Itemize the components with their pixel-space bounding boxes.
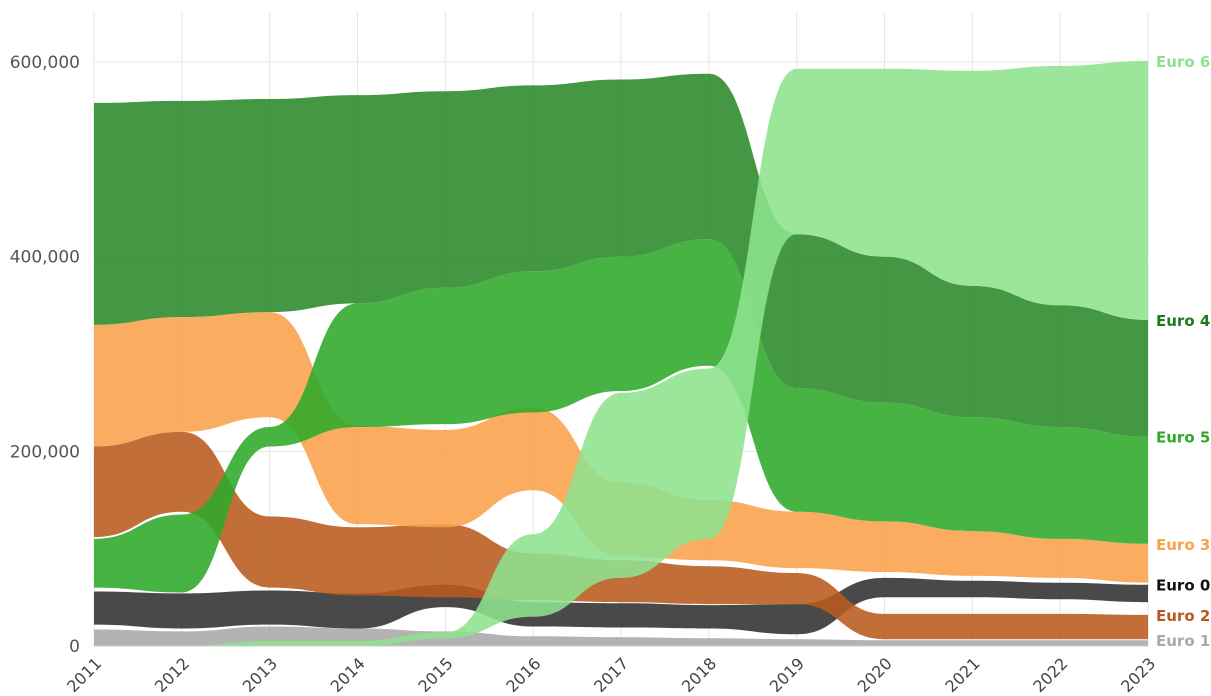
x-tick-label: 2015: [414, 654, 456, 696]
stream-areas: [94, 61, 1148, 646]
x-tick-label: 2020: [854, 654, 896, 696]
x-tick-label: 2014: [327, 654, 369, 696]
series-label-euro-0: Euro 0: [1156, 577, 1210, 595]
y-tick-label: 200,000: [10, 442, 80, 462]
series-labels: Euro 6 Euro 4 Euro 5 Euro 3 Euro 0 Euro 2 Euro…: [1156, 53, 1210, 650]
series-label-euro-4: Euro 4: [1156, 312, 1210, 330]
series-area-euro-0: [94, 577, 1148, 635]
series-label-euro-6: Euro 6: [1156, 53, 1210, 71]
series-label-euro-3: Euro 3: [1156, 536, 1210, 554]
x-tick-label: 2021: [941, 654, 983, 696]
series-area-euro-3: [94, 312, 1148, 583]
x-tick-label: 2019: [766, 654, 808, 696]
x-tick-label: 2011: [63, 654, 105, 696]
series-area-euro-5: [94, 239, 1148, 593]
series-area-euro-2: [94, 431, 1148, 640]
y-tick-label: 0: [69, 637, 80, 657]
series-label-euro-1: Euro 1: [1156, 632, 1210, 650]
x-tick-label: 2013: [239, 654, 281, 696]
y-tick-label: 400,000: [10, 248, 80, 268]
x-tick-label: 2023: [1117, 654, 1159, 696]
series-label-euro-2: Euro 2: [1156, 607, 1210, 625]
x-tick-label: 2017: [590, 654, 632, 696]
x-tick-label: 2018: [678, 654, 720, 696]
x-tick-label: 2012: [151, 654, 193, 696]
series-area-euro-4: [94, 73, 1148, 437]
x-tick-label: 2022: [1029, 654, 1071, 696]
y-tick-label: 600,000: [10, 53, 80, 73]
series-area-euro-6: [94, 61, 1148, 646]
series-label-euro-5: Euro 5: [1156, 429, 1210, 447]
x-tick-label: 2016: [502, 654, 544, 696]
